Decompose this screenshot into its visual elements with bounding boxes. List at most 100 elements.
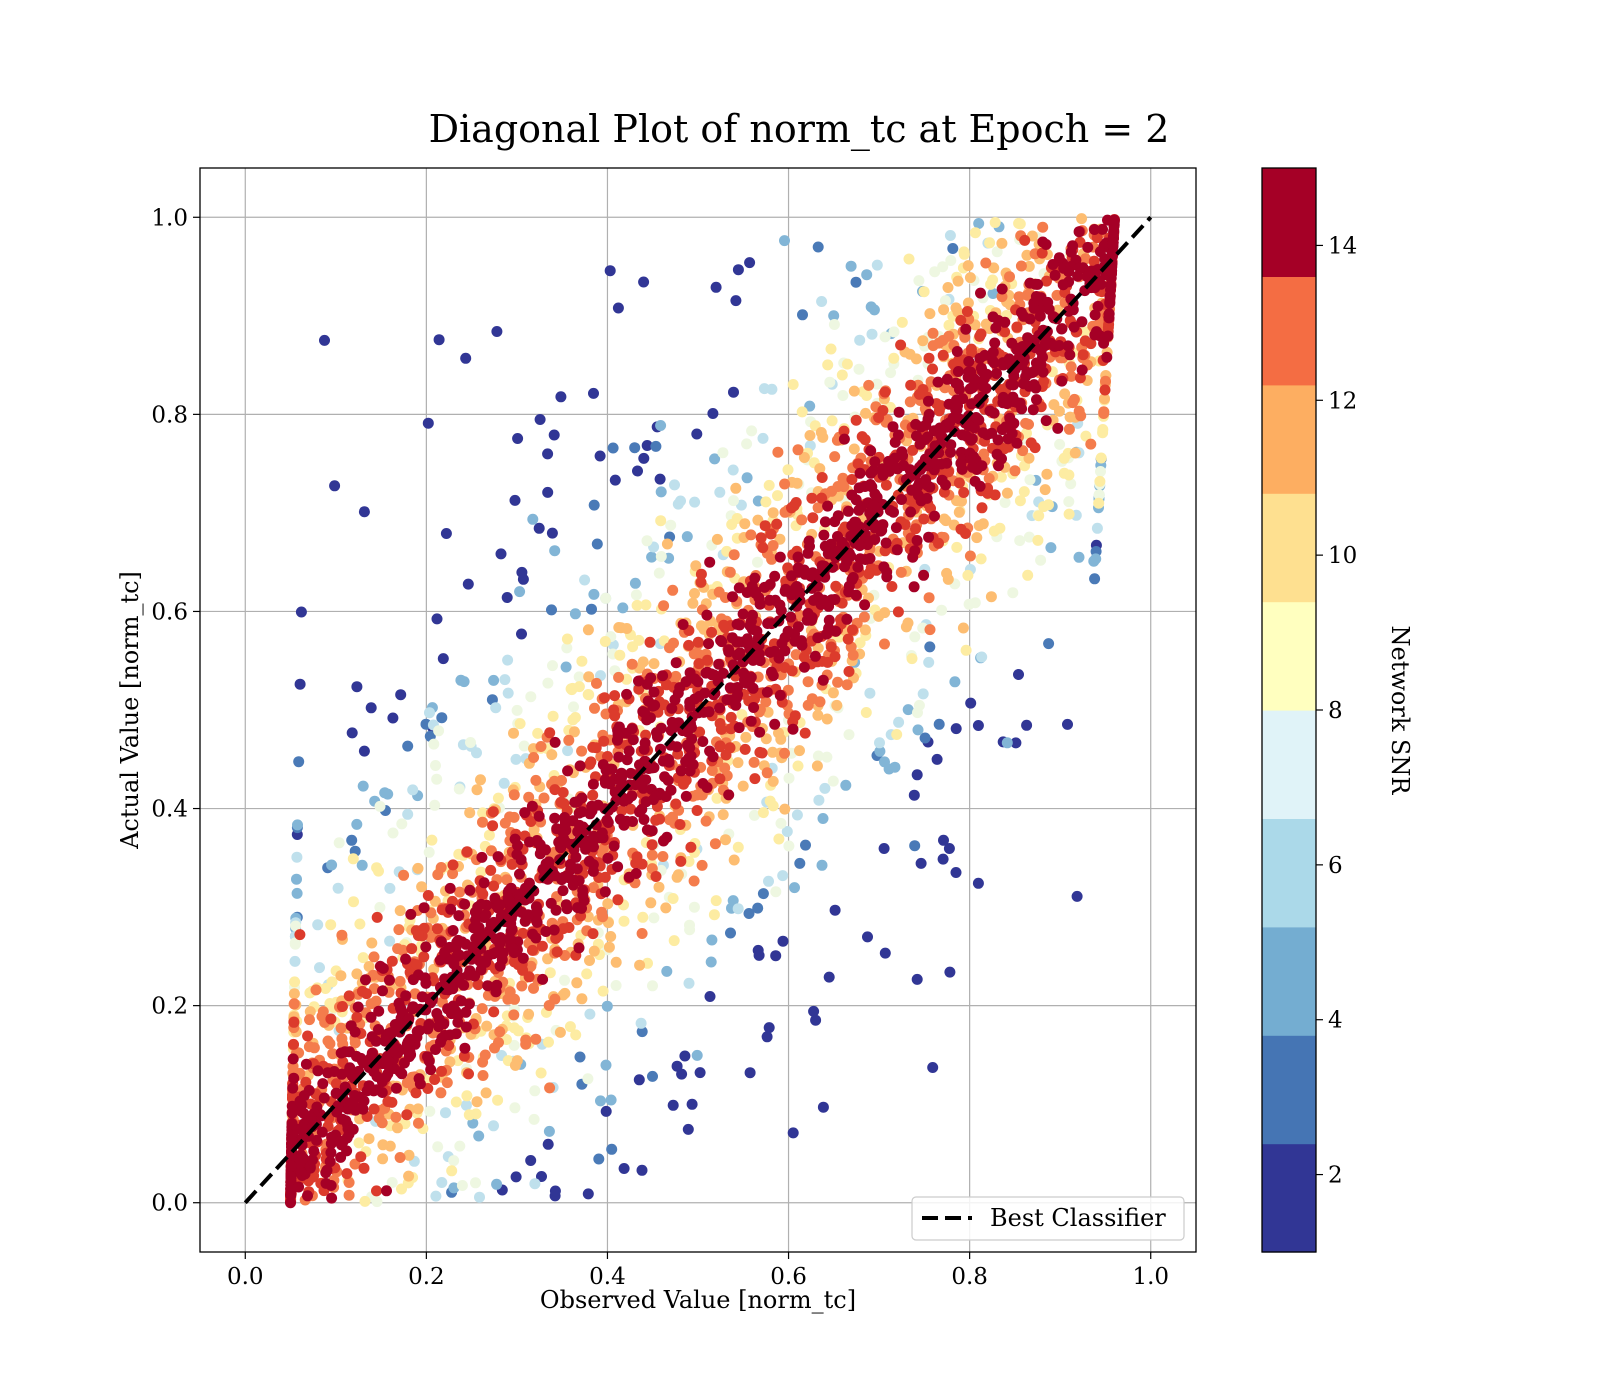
- scatter-point: [923, 408, 935, 420]
- scatter-point: [508, 727, 519, 739]
- scatter-point: [1013, 669, 1024, 680]
- scatter-point: [1064, 349, 1076, 361]
- scatter-point: [786, 570, 797, 582]
- scatter-point: [300, 1058, 312, 1070]
- scatter-point: [808, 1005, 820, 1017]
- scatter-point: [368, 951, 380, 963]
- scatter-point: [830, 580, 842, 592]
- scatter-point: [1095, 278, 1107, 290]
- scatter-point: [706, 669, 718, 681]
- scatter-point: [1007, 587, 1019, 599]
- scatter-point: [703, 638, 714, 650]
- scatter-point: [509, 1102, 521, 1114]
- scatter-point: [537, 973, 549, 985]
- scatter-point: [462, 578, 474, 590]
- scatter-point: [964, 383, 976, 395]
- scatter-point: [488, 916, 500, 928]
- scatter-point: [929, 457, 941, 469]
- scatter-point: [607, 442, 619, 454]
- scatter-point: [600, 764, 612, 776]
- scatter-point: [504, 811, 516, 823]
- scatter-point: [727, 591, 738, 603]
- scatter-point: [953, 477, 965, 489]
- scatter-point: [976, 502, 988, 514]
- scatter-point: [903, 253, 915, 265]
- scatter-point: [975, 328, 987, 340]
- scatter-point: [935, 400, 947, 412]
- scatter-point: [647, 980, 658, 992]
- scatter-point: [630, 589, 642, 601]
- scatter-point: [769, 570, 781, 582]
- scatter-point: [791, 809, 803, 821]
- scatter-point: [708, 909, 720, 921]
- scatter-point: [394, 1152, 406, 1163]
- scatter-point: [525, 691, 537, 703]
- scatter-point: [639, 755, 651, 767]
- scatter-point: [494, 938, 506, 950]
- scatter-point: [612, 730, 624, 742]
- scatter-point: [829, 516, 841, 528]
- scatter-point: [1099, 384, 1111, 396]
- scatter-point: [718, 619, 730, 631]
- scatter-point: [825, 641, 837, 653]
- scatter-point: [810, 1014, 822, 1026]
- y-axis-label: Actual Value [norm_tc]: [116, 571, 144, 850]
- scatter-point: [470, 914, 482, 926]
- scatter-point: [950, 377, 962, 389]
- scatter-point: [633, 1074, 645, 1086]
- scatter-point: [584, 758, 596, 770]
- scatter-point: [1067, 240, 1079, 252]
- scatter-point: [325, 1147, 337, 1159]
- scatter-point: [598, 735, 610, 747]
- scatter-point: [330, 1078, 342, 1090]
- scatter-point: [492, 851, 504, 863]
- scatter-point: [777, 935, 789, 947]
- scatter-point: [913, 275, 925, 287]
- scatter-point: [542, 486, 554, 498]
- scatter-point: [888, 326, 900, 338]
- scatter-point: [814, 696, 826, 708]
- scatter-point: [915, 857, 927, 869]
- scatter-point: [827, 687, 839, 699]
- scatter-point: [762, 618, 774, 629]
- scatter-point: [1048, 399, 1060, 411]
- x-tick-label: 0.4: [589, 1264, 626, 1290]
- scatter-point: [422, 890, 434, 901]
- scatter-point: [703, 706, 715, 718]
- scatter-point: [667, 893, 679, 904]
- scatter-point: [1100, 375, 1111, 387]
- scatter-point: [803, 535, 815, 547]
- scatter-point: [563, 734, 575, 746]
- scatter-point: [911, 430, 922, 442]
- scatter-point: [554, 1026, 566, 1038]
- scatter-point: [316, 1126, 328, 1138]
- scatter-point: [535, 1067, 547, 1079]
- scatter-point: [347, 1123, 359, 1135]
- scatter-point: [366, 1031, 378, 1043]
- scatter-point: [655, 551, 667, 562]
- scatter-point: [471, 1096, 483, 1108]
- scatter-point: [549, 1185, 561, 1197]
- scatter-point: [988, 407, 1000, 419]
- scatter-point: [459, 898, 471, 910]
- scatter-point: [911, 973, 923, 985]
- scatter-point: [412, 862, 424, 874]
- scatter-point: [723, 644, 735, 656]
- scatter-point: [403, 1051, 415, 1063]
- scatter-point: [969, 475, 981, 487]
- scatter-point: [938, 513, 950, 525]
- scatter-point: [941, 373, 953, 385]
- scatter-point: [757, 542, 769, 554]
- scatter-point: [919, 732, 931, 744]
- scatter-point: [883, 455, 895, 467]
- scatter-point: [550, 904, 562, 916]
- scatter-point: [312, 919, 324, 931]
- scatter-point: [912, 724, 924, 736]
- scatter-point: [574, 760, 586, 772]
- scatter-point: [987, 311, 999, 323]
- scatter-point: [685, 841, 697, 853]
- scatter-point: [662, 774, 674, 786]
- scatter-point: [579, 839, 591, 851]
- scatter-point: [704, 745, 716, 757]
- scatter-point: [1063, 266, 1075, 278]
